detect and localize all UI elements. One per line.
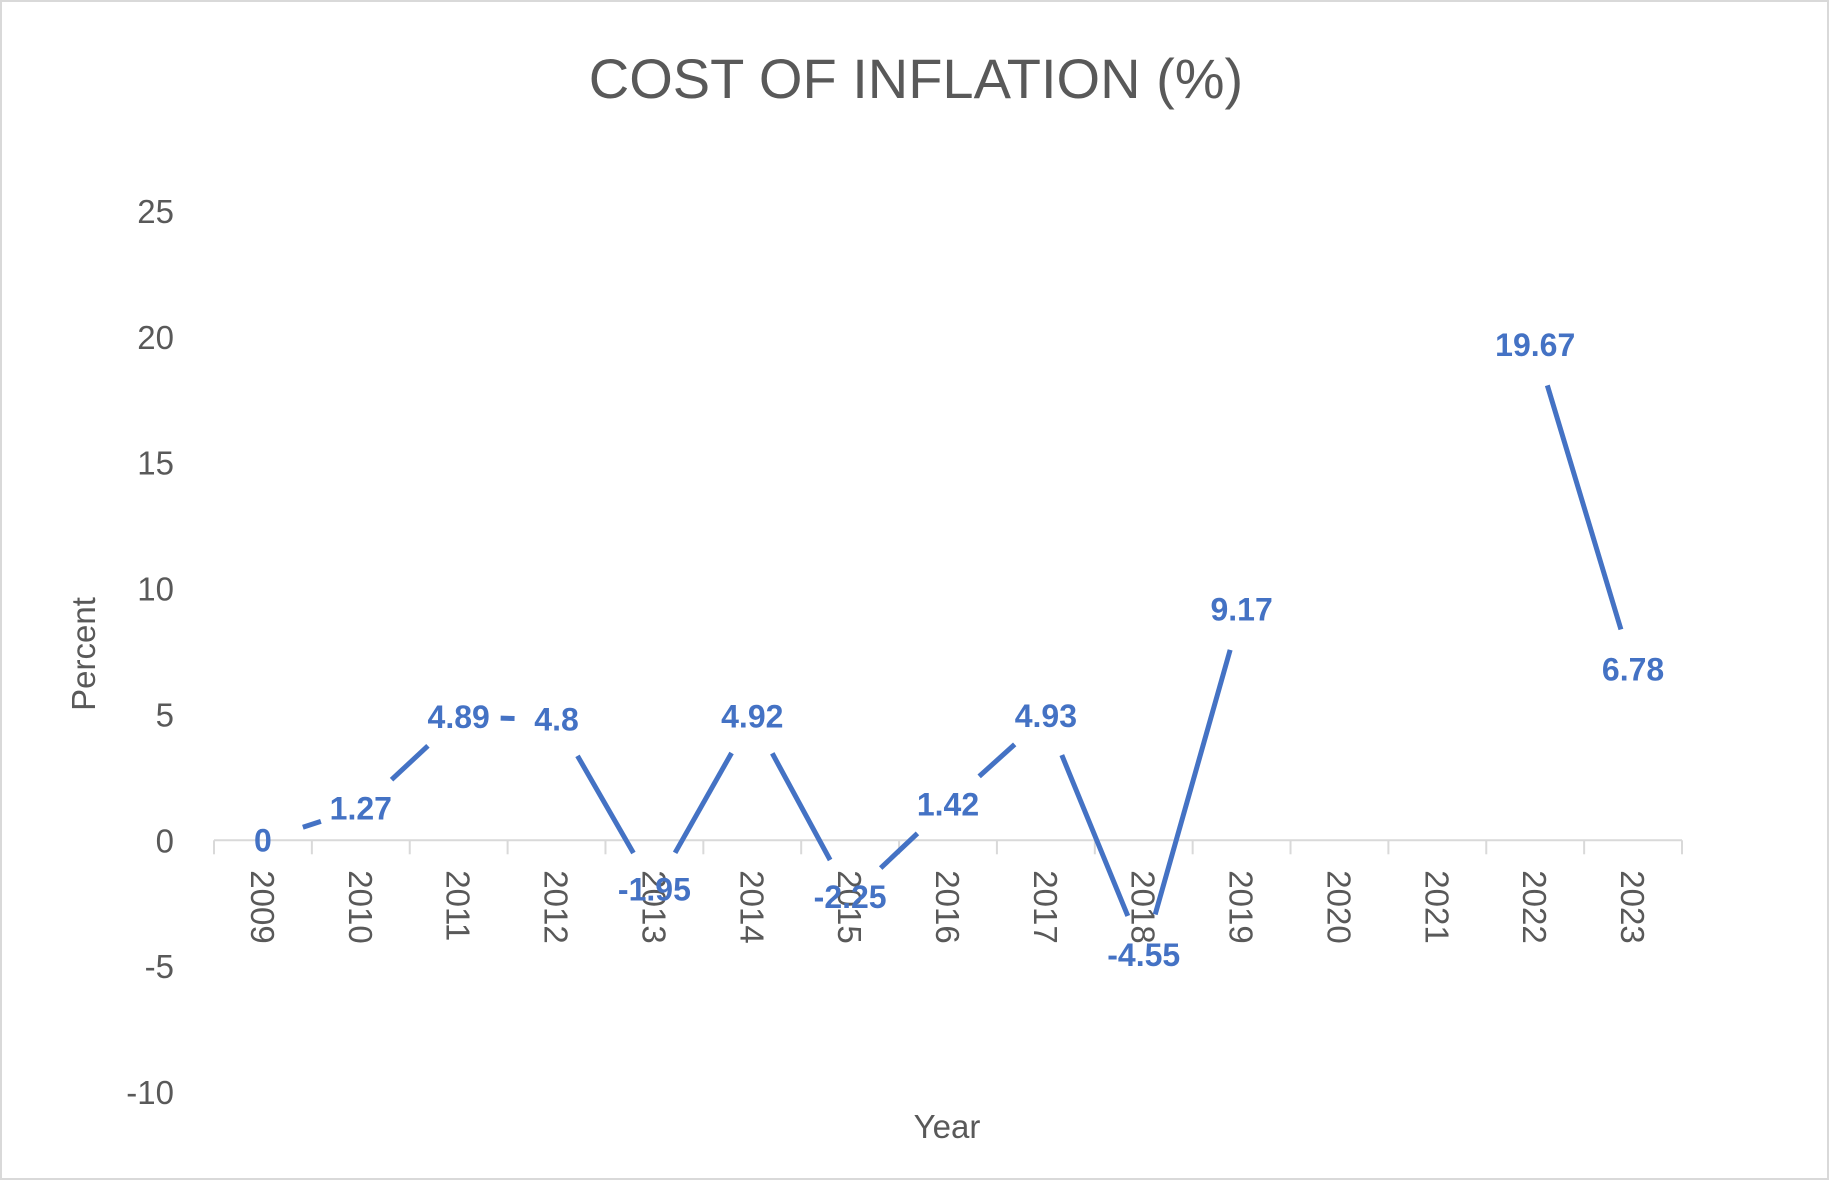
series-segment: [577, 756, 633, 853]
data-label: -2.25: [814, 879, 887, 915]
y-axis: -10 -5 0 5 10 15 20 25: [126, 193, 174, 1111]
x-tick-label: 2022: [1516, 870, 1553, 943]
x-tick-label: 2014: [733, 870, 770, 943]
series-segment: [392, 746, 428, 780]
data-label: 4.89: [428, 699, 490, 735]
data-label: 1.27: [330, 790, 392, 826]
series-segment: [881, 833, 918, 868]
y-tick-label: -5: [145, 948, 174, 985]
x-tick-label: 2023: [1614, 870, 1651, 943]
x-tick-label: 2021: [1418, 870, 1455, 943]
x-tick-label: 2020: [1320, 870, 1357, 943]
series-segment: [1155, 650, 1230, 915]
x-tick-label: 2011: [440, 870, 477, 941]
series-segment: [1547, 385, 1621, 629]
data-label: 1.42: [917, 787, 979, 823]
y-tick-label: -10: [126, 1074, 174, 1111]
series-segment: [1062, 755, 1128, 916]
data-label: 4.92: [721, 698, 783, 734]
data-label: 4.93: [1015, 698, 1077, 734]
series-segment: [303, 821, 321, 827]
x-axis-title: Year: [914, 1108, 981, 1145]
series-segment: [979, 744, 1015, 776]
y-tick-label: 10: [137, 571, 174, 608]
y-tick-label: 5: [156, 696, 174, 733]
y-tick-label: 25: [137, 193, 174, 230]
x-tick-label: 2012: [538, 870, 575, 943]
x-tick-label: 2010: [342, 870, 379, 943]
series-segment: [675, 753, 731, 853]
data-label: 19.67: [1495, 327, 1575, 363]
data-label: -4.55: [1107, 937, 1180, 973]
chart-title: COST OF INFLATION (%): [589, 47, 1243, 110]
series-lines: [303, 385, 1621, 916]
x-tick-label: 2017: [1027, 870, 1064, 943]
data-label: 0: [254, 822, 272, 858]
x-tick-label: 2009: [244, 870, 281, 943]
y-axis-title: Percent: [65, 597, 102, 711]
data-label: -1.95: [618, 871, 691, 907]
data-label: 6.78: [1602, 652, 1664, 688]
data-label: 9.17: [1210, 591, 1272, 627]
y-tick-label: 20: [137, 319, 174, 356]
y-tick-label: 0: [156, 822, 174, 859]
x-tick-label: 2016: [929, 870, 966, 943]
y-tick-label: 15: [137, 445, 174, 482]
data-label: 4.8: [534, 701, 578, 737]
x-tick-label: 2019: [1223, 870, 1260, 943]
